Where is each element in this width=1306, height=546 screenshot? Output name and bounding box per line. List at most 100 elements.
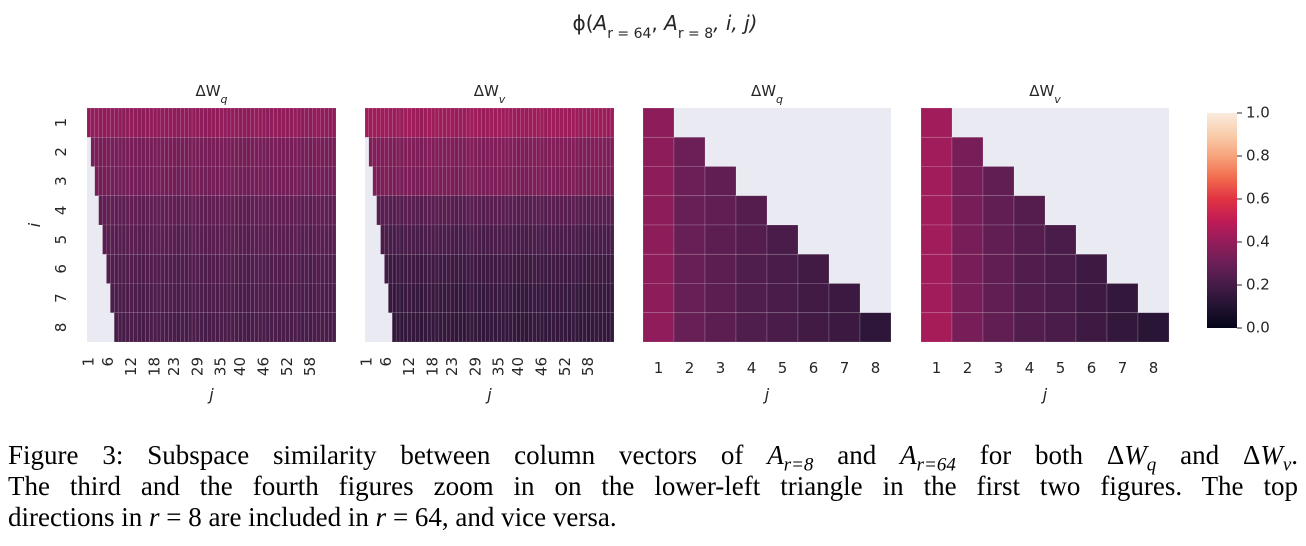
colorbar-tick-label: 0.2 [1246,276,1270,294]
heatmap-cell [497,254,502,284]
heatmap-cell [598,166,603,196]
heatmap-cell [528,254,533,284]
heatmap-cell [392,137,397,167]
heatmap-cell [293,195,298,226]
heatmap-cell [434,312,440,343]
heatmap-cell [149,283,154,313]
heatmap-cell [164,254,169,284]
heatmap-cell [331,283,337,313]
heatmap-cell [551,166,556,196]
heatmap-cell [704,224,737,255]
heatmap-cell [114,283,119,313]
heatmap-cell [539,166,545,196]
caption-text: = 64, and vice versa. [386,502,617,532]
heatmap-cell [117,107,123,138]
heatmap-cell [415,312,420,343]
heatmap-cell [493,166,498,196]
heatmap-cell [164,283,169,313]
heatmap-cell [296,312,302,343]
heatmap-cell [320,254,325,284]
heatmap-cell [567,137,572,167]
heatmap-cell [485,166,490,196]
x-tick-label: 2 [963,359,973,377]
heatmap-cell [547,166,552,196]
heatmap-cell [152,312,158,343]
heatmap-cell [512,195,517,226]
y-axis-label: i [25,222,44,227]
x-tick-label: 18 [424,357,442,376]
heatmap-cell [392,283,397,313]
heatmap-cell [438,283,444,313]
heatmap-cell [504,283,510,313]
heatmap-cell [141,224,146,255]
heatmap-cell [673,136,706,167]
heatmap-cell [574,283,580,313]
heatmap-cell [559,254,564,284]
heatmap-cell [574,195,580,226]
heatmap-cell [328,312,333,343]
heatmap-cell [145,224,150,255]
x-tick-label: 52 [278,357,296,376]
heatmap-cell [504,166,510,196]
caption-line: directions in r = 8 are included in r = … [8,502,1298,533]
heatmap-cell [293,283,298,313]
y-tick-label: 1 [52,118,70,128]
heatmap-cell [547,254,552,284]
heatmap-cell [462,254,467,284]
title-main: ΔW [474,82,499,100]
heatmap-cell [160,312,166,343]
heatmap-cell [1137,312,1170,343]
title-sub: v [499,93,506,106]
heatmap-cell [427,254,432,284]
heatmap-cell [567,283,572,313]
caption-text: Figure 3: Subspace similarity between co… [8,440,768,470]
heatmap-cell [277,312,282,343]
heatmap-cell [419,166,424,196]
heatmap-cell [1013,253,1046,284]
suptitle: ϕ(Ar = 64, Ar = 8, i, j) [573,11,758,42]
heatmap-cell [543,283,549,313]
heatmap-cell [312,224,317,255]
heatmap-cell [238,224,243,255]
heatmap-cell [277,137,282,167]
heatmap-cell [168,283,173,313]
x-tick-label: 6 [1087,359,1097,377]
heatmap-cell [642,136,675,167]
heatmap-cell [222,107,228,138]
heatmap-cell [308,283,313,313]
heatmap-cell [469,254,475,284]
heatmap-cell [246,195,251,226]
heatmap-cell [399,312,405,343]
heatmap-cell [473,254,479,284]
heatmap-cell [364,107,370,138]
heatmap-cell [281,137,286,167]
heatmap-cell [222,166,228,196]
heatmap-cell [121,195,127,226]
heatmap-cell [152,195,158,226]
heatmap-cell [497,312,502,343]
heatmap-cell [265,312,271,343]
heatmap-cell [493,283,498,313]
heatmap-cell [246,137,251,167]
heatmap-cell [403,254,408,284]
heatmap-cell [133,166,138,196]
caption-line: Figure 3: Subspace similarity between co… [8,440,1298,474]
heatmap-cell [117,224,123,255]
panel-title: ΔWq [751,82,783,106]
heatmap-cell [211,166,216,196]
heatmap-cell [328,195,333,226]
heatmap-cell [493,224,498,255]
y-tick-label: 8 [52,323,70,333]
heatmap-cell [121,107,127,138]
heatmap-cell [535,195,541,226]
heatmap-cell [172,107,177,138]
heatmap-cell [559,283,564,313]
heatmap-cell [164,166,169,196]
heatmap-cell [191,254,197,284]
heatmap-cell [250,137,255,167]
heatmap-cell [289,195,294,226]
heatmap-cell [524,254,529,284]
heatmap-cell [407,166,412,196]
heatmap-cell [450,137,455,167]
heatmap-cell [230,166,236,196]
